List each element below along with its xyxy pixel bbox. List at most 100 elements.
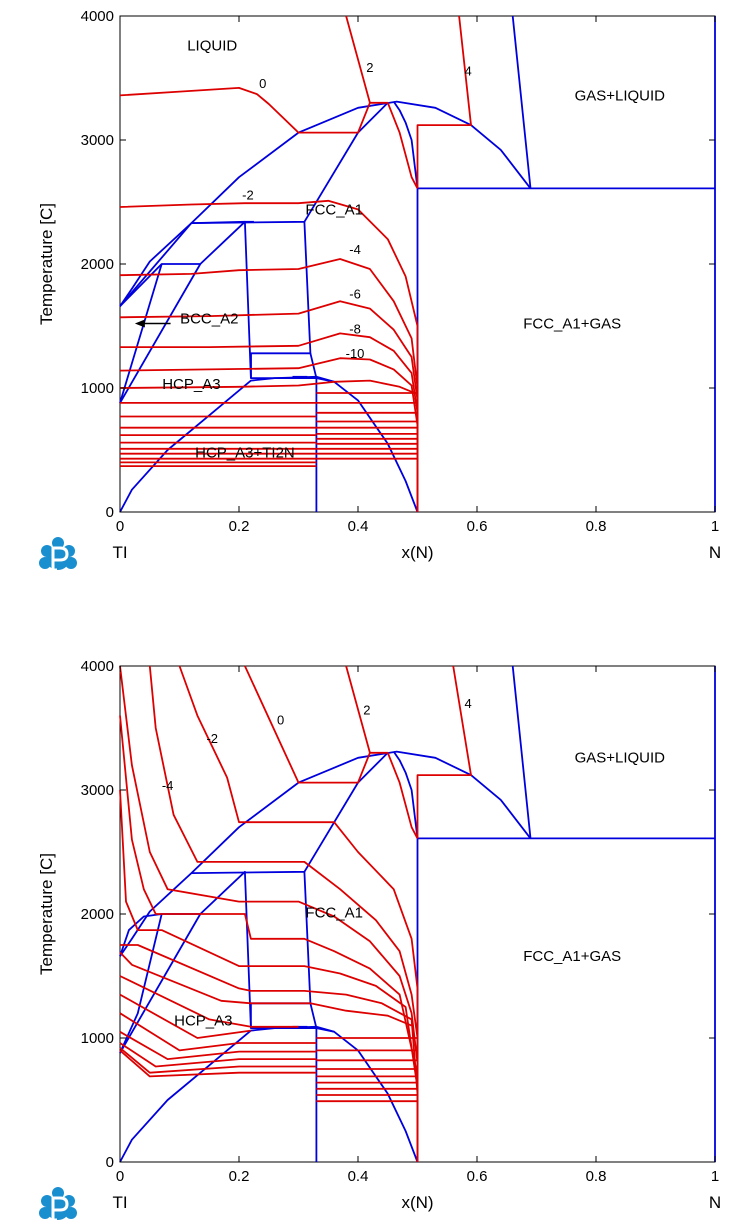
isopleth-line-2 <box>416 15 472 189</box>
contour-label: -10 <box>346 346 365 361</box>
phase-boundary-1 <box>119 263 163 404</box>
y-tick-label: 3000 <box>81 782 114 799</box>
x-tick-label: 0.8 <box>586 1168 607 1185</box>
phase-diagram-top: 0 0.2 0.4 0.6 0.8 1 0 1000 2000 3000 4000 x(N) Tempe… <box>37 8 721 572</box>
contour-label: -2 <box>242 188 254 203</box>
contour-label: -2 <box>206 731 218 746</box>
region-label: GAS+LIQUID <box>575 750 666 767</box>
y-tick-label: 2000 <box>81 906 114 923</box>
arrow-head <box>134 319 145 328</box>
y-axis-label: Temperature [C] <box>37 203 56 325</box>
phase-boundary-15 <box>119 131 300 307</box>
region-label: GAS+LIQUID <box>575 87 666 104</box>
left-element-label: TI <box>112 1193 127 1212</box>
phase-diagram-bottom: 0 0.2 0.4 0.6 0.8 1 0 1000 2000 3000 4000 x(N) Tempe… <box>37 658 721 1222</box>
isopleth-line-4 <box>119 258 419 512</box>
isopleths <box>119 15 472 512</box>
isopleth-line-6 <box>119 715 419 1162</box>
y-tick-label: 4000 <box>81 658 114 675</box>
contour-label: 4 <box>464 64 471 79</box>
phase-boundary-1 <box>119 913 163 1054</box>
isopleth-line-16 <box>119 1049 317 1078</box>
phase-boundary-6 <box>119 913 202 1054</box>
contour-label: 0 <box>259 76 266 91</box>
contour-label: 2 <box>363 702 370 717</box>
isopleth-line-11 <box>119 993 252 1039</box>
y-tick-label: 1000 <box>81 1030 114 1047</box>
region-label: HCP_A3+TI2N <box>195 444 295 461</box>
isopleth-line-12 <box>119 1012 317 1052</box>
phase-boundary-11 <box>511 665 532 839</box>
y-axis-label: Temperature [C] <box>37 853 56 975</box>
phase-boundary-12 <box>392 101 419 512</box>
region-label: FCC_A1 <box>305 905 363 922</box>
ticks: 0 0.2 0.4 0.6 0.8 1 0 1000 2000 3000 4000 x(N) Tempe… <box>37 8 721 562</box>
phase-boundary-8 <box>298 750 532 839</box>
y-tick-label: 1000 <box>81 380 114 397</box>
region-label: FCC_A1+GAS <box>523 948 621 965</box>
x-tick-label: 0.4 <box>348 518 369 535</box>
isopleth-line-1 <box>345 665 371 754</box>
isopleth-line-7 <box>119 789 419 1088</box>
logo-letter-p-icon <box>49 546 69 572</box>
isopleth-line-3 <box>119 199 419 512</box>
left-element-label: TI <box>112 543 127 562</box>
isopleth-line-3 <box>178 665 419 1162</box>
y-tick-label: 0 <box>106 504 114 521</box>
isopleth-line-0 <box>244 665 419 839</box>
ticks: 0 0.2 0.4 0.6 0.8 1 0 1000 2000 3000 4000 x(N) Tempe… <box>37 658 721 1212</box>
phase-boundary-9 <box>119 263 202 404</box>
isopleth-line-2 <box>416 665 472 839</box>
x-tick-label: 0.6 <box>467 518 488 535</box>
phase-boundary-9 <box>392 751 419 1162</box>
right-element-label: N <box>709 543 721 562</box>
isopleth-line-6 <box>120 332 419 512</box>
contour-label: 4 <box>464 696 471 711</box>
isopleth-line-1 <box>345 15 371 104</box>
x-tick-label: 0.4 <box>348 1168 369 1185</box>
logo <box>39 1187 77 1222</box>
phase-boundary-7 <box>309 353 318 512</box>
isopleth-line-4 <box>148 665 419 1162</box>
isopleth-line-8 <box>120 944 419 1094</box>
isopleth-line-8 <box>119 379 418 396</box>
isopleth-line-10 <box>119 975 299 1028</box>
isopleth-line-13 <box>119 1031 317 1061</box>
phase-boundary-11 <box>298 100 532 189</box>
x-tick-label: 0.8 <box>586 518 607 535</box>
x-axis-label: x(N) <box>401 543 433 562</box>
logo <box>39 537 77 572</box>
phase-boundary-14 <box>511 15 532 189</box>
x-axis-label: x(N) <box>401 1193 433 1212</box>
annotations: LIQUID GAS+LIQUID FCC_A1 FCC_A1+GAS BCC_A2 HC… <box>134 38 666 461</box>
y-tick-label: 2000 <box>81 256 114 273</box>
region-label: HCP_A3 <box>174 1013 232 1030</box>
contour-label: -8 <box>349 321 361 336</box>
isopleth-line-0 <box>119 87 419 189</box>
region-label: BCC_A2 <box>180 311 238 328</box>
contour-label: -6 <box>349 287 361 302</box>
isopleth-line-15 <box>119 1047 317 1074</box>
region-label: LIQUID <box>187 38 237 55</box>
logo-dot <box>52 537 64 549</box>
x-tick-label: 0 <box>116 518 124 535</box>
annotations: GAS+LIQUID FCC_A1 FCC_A1+GAS HCP_A3 0 2 4 -2 -4 <box>162 696 665 1029</box>
phase-boundary-10 <box>119 375 419 513</box>
x-tick-label: 0.2 <box>229 1168 250 1185</box>
y-tick-label: 3000 <box>81 132 114 149</box>
isopleth-line-9 <box>119 951 412 1027</box>
isopleths <box>119 665 472 1162</box>
phase-boundaries <box>119 15 716 513</box>
contour-label: -4 <box>349 242 361 257</box>
x-tick-label: 0.2 <box>229 518 250 535</box>
contour-label: -4 <box>162 778 174 793</box>
logo-letter-p-icon <box>49 1196 69 1222</box>
region-label: FCC_A1+GAS <box>523 315 621 332</box>
contour-label: 2 <box>366 60 373 75</box>
phase-boundaries <box>119 665 716 1163</box>
phase-boundary-12 <box>119 781 300 957</box>
right-element-label: N <box>709 1193 721 1212</box>
phase-boundary-5 <box>249 221 335 383</box>
phase-boundary-4 <box>309 1003 318 1162</box>
region-label: HCP_A3 <box>162 376 220 393</box>
